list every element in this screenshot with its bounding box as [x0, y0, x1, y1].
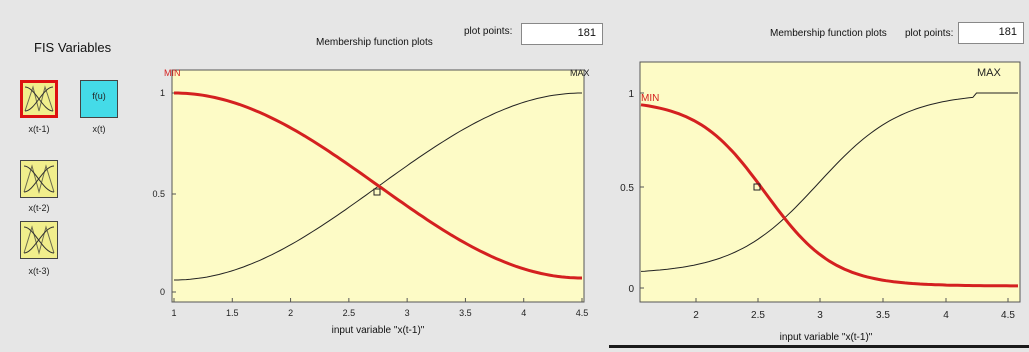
input-variable-x-t-1[interactable]	[20, 80, 58, 118]
output-variable-label: x(t)	[92, 124, 106, 134]
input-variable-x-t-2[interactable]	[20, 160, 58, 198]
y-tick-label: 0.5	[620, 183, 634, 194]
x-tick-label: 4.5	[1001, 310, 1015, 321]
x-tick-label: 3.5	[459, 308, 472, 318]
plot-title: Membership function plots	[316, 37, 433, 48]
min-mf-label[interactable]: MIN	[164, 68, 181, 78]
plot-points-label: plot points:	[905, 28, 954, 39]
divider-line	[609, 345, 1029, 348]
left-membership-plot[interactable]: 0 0.5 1 1 1.5 2 2.5 3 3.5 4 4.5 MIN MAX input var…	[0, 0, 612, 352]
crossover-marker	[373, 188, 381, 196]
y-tick-label: 0	[160, 287, 165, 297]
output-variable-x-t[interactable]: f(u)	[80, 80, 118, 118]
y-tick-label: 0.5	[152, 189, 165, 199]
x-tick-label: 4	[943, 310, 949, 321]
plot-points-label: plot points:	[464, 26, 513, 37]
y-tick-label: 0	[628, 284, 634, 295]
x-tick-label: 1	[171, 308, 176, 318]
x-tick-label: 4.5	[576, 308, 589, 318]
x-tick-label: 2	[693, 310, 699, 321]
membership-function-icon	[24, 85, 54, 112]
y-tick-label: 1	[160, 88, 165, 98]
x-tick-label: 4	[521, 308, 526, 318]
input-variable-x-t-3[interactable]	[20, 221, 58, 259]
min-membership-curve[interactable]	[174, 91, 582, 280]
max-membership-curve[interactable]	[640, 92, 1018, 272]
input-variable-label: x(t-3)	[28, 266, 50, 276]
x-tick-label: 2.5	[751, 310, 765, 321]
fis-variables-title: FIS Variables	[34, 40, 112, 55]
max-mf-label[interactable]: MAX	[977, 67, 1002, 79]
min-membership-curve[interactable]	[640, 103, 1018, 288]
output-function-glyph: f(u)	[92, 91, 106, 101]
y-tick-label: 1	[628, 89, 634, 100]
plot-area[interactable]	[639, 61, 1021, 303]
plot-points-input[interactable]: 181	[958, 22, 1024, 44]
x-tick-label: 1.5	[226, 308, 239, 318]
selected-point-marker	[753, 183, 761, 191]
input-variable-label: x(t-1)	[28, 124, 50, 134]
x-tick-label: 3	[817, 310, 823, 321]
min-mf-label[interactable]: MIN	[641, 93, 659, 104]
x-tick-label: 3	[405, 308, 410, 318]
left-membership-editor: FIS Variables x(t-1) f(u) x(t) x(t-2) x(…	[0, 0, 612, 352]
x-axis-label: input variable "x(t-1)"	[332, 325, 425, 336]
plot-title: Membership function plots	[770, 28, 887, 39]
x-tick-label: 2	[288, 308, 293, 318]
x-tick-label: 3.5	[876, 310, 890, 321]
membership-function-icon	[23, 225, 55, 255]
x-tick-label: 2.5	[343, 308, 356, 318]
plot-points-input[interactable]: 181	[521, 23, 603, 45]
max-mf-label[interactable]: MAX	[570, 68, 590, 78]
membership-function-icon	[23, 164, 55, 194]
x-axis-label: input variable "x(t-1)"	[780, 332, 873, 343]
input-variable-label: x(t-2)	[28, 203, 50, 213]
